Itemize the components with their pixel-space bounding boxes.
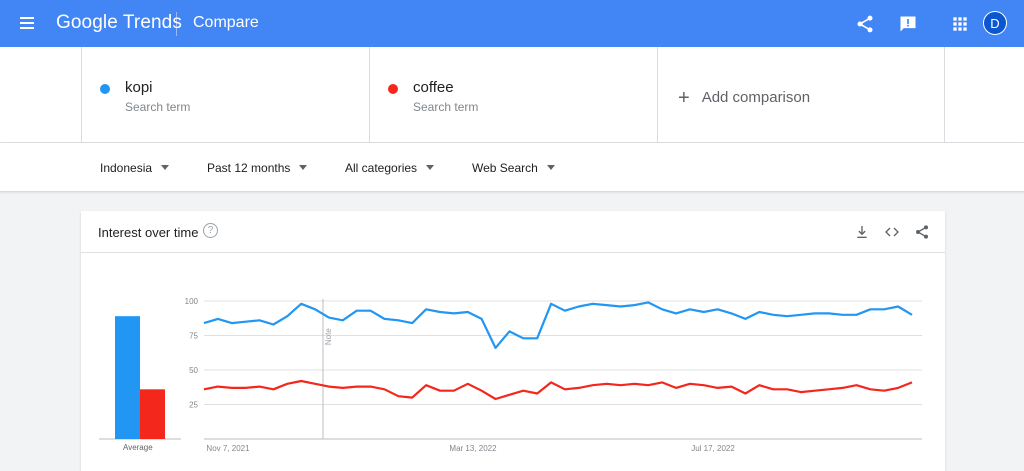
feedback-icon[interactable] bbox=[898, 14, 918, 34]
caret-down-icon bbox=[426, 165, 435, 170]
avatar[interactable]: D bbox=[983, 11, 1007, 35]
share-icon[interactable] bbox=[914, 224, 930, 240]
average-label: Average bbox=[123, 443, 153, 452]
share-icon[interactable] bbox=[855, 14, 875, 34]
average-bar-kopi bbox=[115, 316, 140, 439]
top-app-bar: Google Trends Compare D bbox=[0, 0, 1024, 47]
plus-icon: + bbox=[678, 87, 690, 109]
term-name: coffee bbox=[413, 79, 454, 96]
term-subtitle: Search term bbox=[413, 100, 479, 114]
search-type-dropdown[interactable]: Web Search bbox=[472, 161, 555, 175]
caret-down-icon bbox=[299, 165, 308, 170]
term-subtitle: Search term bbox=[125, 100, 191, 114]
note-label: Note bbox=[324, 328, 333, 345]
caret-down-icon bbox=[546, 165, 555, 170]
y-tick-label: 25 bbox=[189, 401, 198, 410]
add-comparison-label: Add comparison bbox=[701, 89, 811, 106]
google-trends-logo[interactable]: Google Trends bbox=[56, 12, 182, 33]
help-icon[interactable]: ? bbox=[203, 223, 218, 238]
card-title: Interest over time bbox=[98, 225, 199, 240]
term-color-dot bbox=[388, 84, 398, 94]
series-line-coffee bbox=[203, 379, 913, 401]
category-dropdown[interactable]: All categories bbox=[345, 161, 435, 175]
x-tick-label: Mar 13, 2022 bbox=[449, 444, 497, 453]
menu-icon[interactable] bbox=[20, 17, 34, 29]
comparison-row: kopi Search term coffee Search term + Add… bbox=[0, 47, 1024, 143]
embed-code-icon[interactable] bbox=[884, 224, 900, 240]
download-icon[interactable] bbox=[854, 224, 870, 240]
apps-grid-icon[interactable] bbox=[950, 14, 970, 34]
region-dropdown[interactable]: Indonesia bbox=[100, 161, 170, 175]
header-divider bbox=[176, 12, 177, 36]
y-tick-label: 50 bbox=[189, 366, 198, 375]
interest-over-time-card: Interest over time ? 100 75 50 25 Note Nov 7,… bbox=[81, 211, 945, 471]
series-line-kopi bbox=[203, 301, 913, 349]
average-bar-coffee bbox=[140, 389, 165, 439]
term-color-dot bbox=[100, 84, 110, 94]
filter-bar: Indonesia Past 12 months All categories … bbox=[0, 143, 1024, 192]
time-range-dropdown[interactable]: Past 12 months bbox=[207, 161, 308, 175]
y-tick-label: 100 bbox=[185, 297, 199, 306]
card-divider bbox=[81, 252, 945, 253]
term-name: kopi bbox=[125, 79, 153, 96]
x-tick-label: Jul 17, 2022 bbox=[691, 444, 735, 453]
interest-over-time-chart: 100 75 50 25 Note Nov 7, 2021 Mar 13, 2022 Jul … bbox=[99, 297, 922, 453]
caret-down-icon bbox=[161, 165, 170, 170]
page-title: Compare bbox=[193, 14, 259, 31]
x-tick-label: Nov 7, 2021 bbox=[206, 444, 250, 453]
add-comparison-button[interactable]: + Add comparison bbox=[657, 47, 945, 143]
y-tick-label: 75 bbox=[189, 332, 198, 341]
search-term-kopi[interactable]: kopi Search term bbox=[81, 47, 369, 143]
search-term-coffee[interactable]: coffee Search term bbox=[369, 47, 657, 143]
